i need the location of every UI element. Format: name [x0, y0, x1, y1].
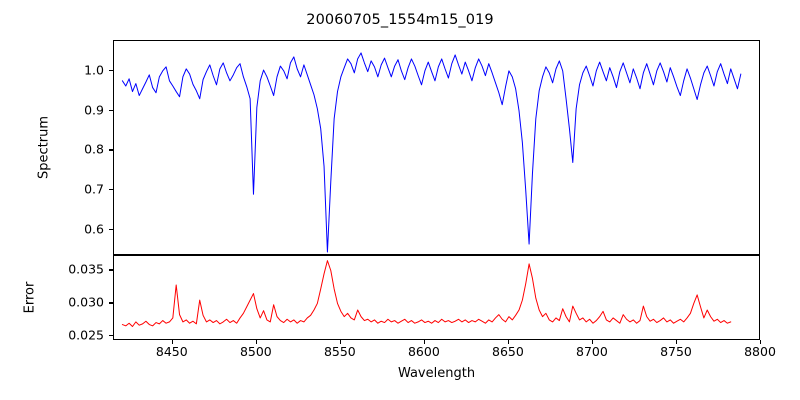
y-tick-mark [109, 269, 113, 271]
x-tick-label: 8700 [576, 344, 608, 359]
y-tick-mark [109, 109, 113, 111]
x-tick-mark [339, 340, 341, 344]
y-tick-label: 1.0 [84, 62, 104, 78]
x-tick-label: 8450 [155, 344, 188, 359]
error-plot-area [113, 255, 760, 340]
x-tick-label: 8750 [660, 344, 692, 359]
x-tick-mark [675, 340, 678, 344]
error-line-series [121, 260, 732, 327]
y-tick-label: 0.6 [84, 221, 104, 237]
x-tick-mark [591, 340, 594, 344]
y-tick-label: 0.7 [84, 181, 104, 197]
y-tick-mark [109, 335, 113, 337]
x-tick-mark [760, 340, 762, 344]
y-tick-label: 0.8 [84, 141, 104, 157]
x-tick-label: 8600 [407, 344, 440, 359]
y-tick-mark [109, 229, 113, 231]
spectrum-plot-area [113, 40, 760, 255]
x-tick-label: 8500 [239, 344, 272, 359]
x-tick-label: 8550 [323, 344, 356, 359]
x-tick-label: 8650 [492, 344, 524, 359]
y-tick-label: 0.035 [68, 261, 104, 277]
y-tick-mark [109, 189, 113, 191]
x-axis-label: Wavelength [397, 366, 476, 381]
y-tick-label: 0.030 [68, 294, 104, 310]
x-tick-mark [255, 340, 257, 344]
y-tick-mark [109, 69, 113, 71]
spectrum-line-series [121, 52, 742, 253]
x-tick-mark [507, 340, 510, 344]
x-tick-label: 8800 [744, 344, 776, 359]
y-tick-mark [109, 149, 113, 151]
y-tick-mark [109, 302, 113, 304]
y-tick-label: 0.9 [84, 102, 104, 118]
x-tick-mark [171, 340, 173, 344]
x-tick-mark [423, 340, 425, 344]
page-title: 20060705_1554m15_019 [306, 12, 494, 28]
y-tick-label: 0.025 [68, 327, 104, 343]
